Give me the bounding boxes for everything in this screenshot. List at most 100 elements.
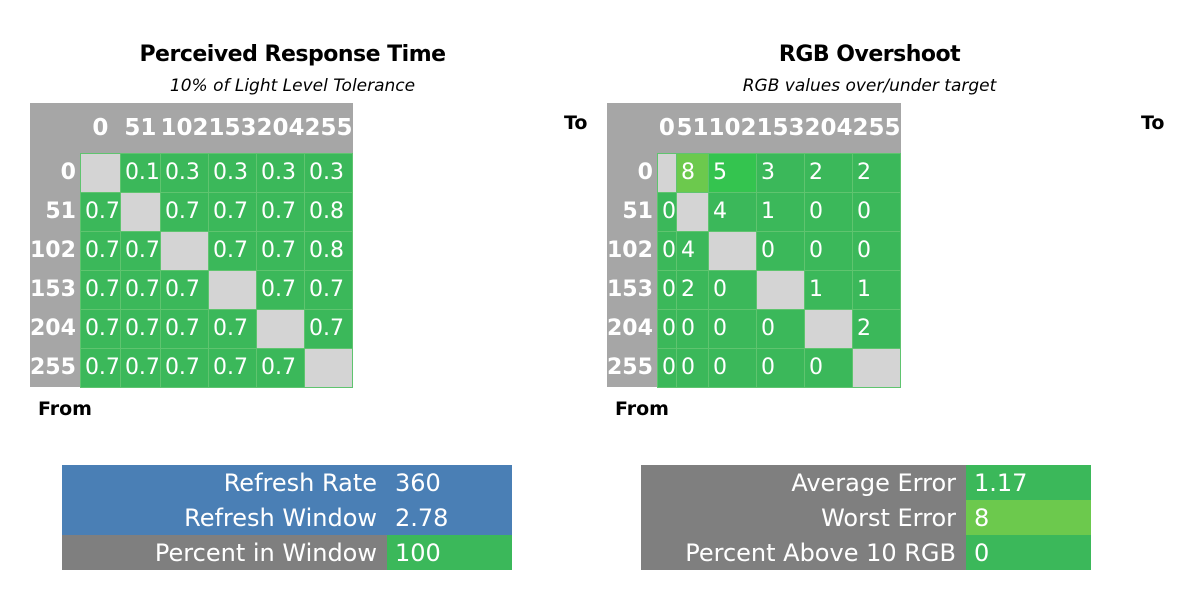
heatmap-cell: 0.7 [79,269,121,310]
row-header: 102 [30,231,81,270]
diagonal-cell [79,152,121,193]
heatmap-cell: 0.3 [303,152,354,193]
row-header: 255 [30,348,81,387]
error-summary-table: Average Error 1.17 Worst Error 8 Percent Abo… [641,465,1091,570]
heatmap-cell: 0.7 [255,230,305,271]
row-header: 51 [30,192,81,231]
heatmap-cell: 0.7 [303,269,354,310]
summary-value: 8 [966,500,1091,535]
heatmap-cell: 0 [675,308,709,349]
heatmap-cell: 0.3 [255,152,305,193]
summary-row: Percent in Window 100 [62,535,512,570]
heatmap-row: 0 0.1 0.3 0.3 0.3 0.3 [30,152,354,193]
summary-label: Average Error [641,465,966,500]
heatmap-cell: 2 [803,152,854,193]
heatmap-cell: 0.7 [207,308,257,349]
response-time-from-label: From [38,398,92,420]
heatmap-cell: 0.7 [79,230,121,271]
heatmap-cell: 0.7 [159,191,209,232]
summary-value: 2.78 [387,500,512,535]
summary-value: 360 [387,465,512,500]
overshoot-title: RGB Overshoot [778,42,961,67]
column-header: 0 [80,103,121,153]
diagonal-cell [303,347,354,388]
heatmap-cell: 0 [656,191,677,232]
heatmap-cell: 0.7 [159,269,209,310]
heatmap-cell: 0.7 [119,269,161,310]
heatmap-cell: 0.7 [255,347,305,388]
heatmap-cell: 0 [755,230,805,271]
heatmap-cell: 0.3 [207,152,257,193]
heatmap-cell: 0 [755,308,805,349]
overshoot-heatmap: 0 51 102 153 204 255 0 8 5 3 2 2 51 0 4 1 0 0 102 0 4 0 0 0 153 0… [607,103,902,388]
heatmap-cell: 0.7 [255,269,305,310]
row-header: 102 [607,231,658,270]
heatmap-cell: 1 [851,269,902,310]
heatmap-cell: 0 [803,191,854,232]
column-header: 204 [804,103,853,153]
heatmap-cell: 0 [656,308,677,349]
overshoot-to-label: To [1141,112,1165,134]
heatmap-cell: 0.7 [255,191,305,232]
diagonal-cell [656,152,677,193]
diagonal-cell [803,308,854,349]
heatmap-cell: 2 [851,152,902,193]
heatmap-row: 153 0 2 0 1 1 [607,269,902,310]
heatmap-corner [30,103,81,153]
heatmap-row: 204 0.7 0.7 0.7 0.7 0.7 [30,308,354,349]
heatmap-row: 102 0.7 0.7 0.7 0.7 0.8 [30,230,354,271]
column-header: 204 [256,103,305,153]
row-header: 0 [30,153,81,192]
row-header: 255 [607,348,658,387]
summary-value: 100 [387,535,512,570]
heatmap-row: 102 0 4 0 0 0 [607,230,902,271]
heatmap-cell: 0 [656,230,677,271]
summary-label: Percent in Window [62,535,387,570]
response-time-to-label: To [564,112,588,134]
refresh-summary-table: Refresh Rate 360 Refresh Window 2.78 Percent… [62,465,512,570]
summary-label: Refresh Window [62,500,387,535]
summary-row: Refresh Rate 360 [62,465,512,500]
heatmap-cell: 2 [851,308,902,349]
heatmap-row: 153 0.7 0.7 0.7 0.7 0.7 [30,269,354,310]
heatmap-cell: 0.8 [303,230,354,271]
heatmap-cell: 0.7 [79,347,121,388]
heatmap-cell: 0 [851,191,902,232]
heatmap-cell: 0 [755,347,805,388]
row-header: 51 [607,192,658,231]
column-header: 102 [708,103,757,153]
heatmap-cell: 1 [803,269,854,310]
row-header: 153 [607,270,658,309]
heatmap-cell: 4 [707,191,757,232]
summary-label: Percent Above 10 RGB [641,535,966,570]
diagonal-cell [755,269,805,310]
heatmap-cell: 0.7 [159,308,209,349]
summary-label: Worst Error [641,500,966,535]
response-time-subtitle: 10% of Light Level Tolerance [169,76,416,96]
heatmap-cell: 8 [675,152,709,193]
heatmap-cell: 0.7 [119,308,161,349]
diagonal-cell [851,347,902,388]
heatmap-cell: 0 [707,269,757,310]
column-header: 51 [120,103,161,153]
column-header: 255 [852,103,901,153]
heatmap-header-row: 0 51 102 153 204 255 [30,103,353,153]
heatmap-row: 255 0 0 0 0 0 [607,347,902,388]
column-header: 0 [657,103,677,153]
heatmap-cell: 0 [707,347,757,388]
column-header: 255 [304,103,353,153]
heatmap-cell: 0 [656,347,677,388]
heatmap-cell: 0.7 [119,230,161,271]
overshoot-from-label: From [615,398,669,420]
heatmap-cell: 0.7 [207,230,257,271]
row-header: 204 [607,309,658,348]
heatmap-cell: 0.1 [119,152,161,193]
heatmap-cell: 0.7 [159,347,209,388]
heatmap-cell: 4 [675,230,709,271]
column-header: 102 [160,103,209,153]
heatmap-cell: 0 [656,269,677,310]
row-header: 0 [607,153,658,192]
heatmap-cell: 0.7 [79,308,121,349]
heatmap-cell: 0.7 [79,191,121,232]
